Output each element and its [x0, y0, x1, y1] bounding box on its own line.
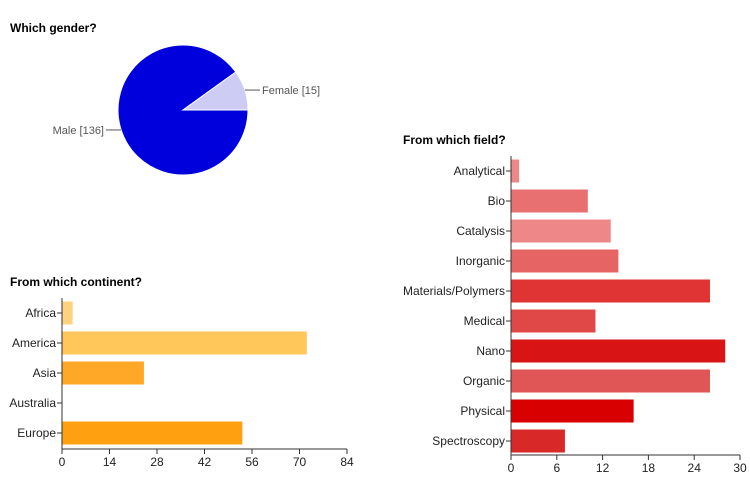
continent-bar-chart: From which continent? 0 14 28 42 56 70 84 Afric…: [9, 275, 354, 469]
field-category-label: Spectroscopy: [432, 434, 505, 448]
field-category-label: Materials/Polymers: [403, 284, 505, 298]
continent-bar-asia: [62, 361, 144, 385]
field-bar-bio: [511, 189, 588, 213]
continent-x-tick-label: 14: [103, 455, 117, 469]
field-x-tick-label: 6: [553, 461, 560, 475]
field-category-label: Analytical: [454, 164, 505, 178]
continent-category-label: Australia: [9, 396, 56, 410]
pie-slice-female: [181, 71, 249, 111]
field-category-label: Physical: [460, 404, 505, 418]
continent-x-tick-label: 84: [340, 455, 354, 469]
field-bar-medical: [511, 309, 596, 333]
field-category-label: Catalysis: [456, 224, 505, 238]
continent-x-tick-label: 42: [198, 455, 212, 469]
continent-category-label: America: [12, 336, 56, 350]
continent-chart-title: From which continent?: [10, 275, 142, 289]
field-bar-analytical: [511, 159, 520, 183]
gender-chart-title: Which gender?: [10, 21, 97, 35]
field-x-tick-label: 24: [688, 461, 702, 475]
continent-x-tick-label: 0: [59, 455, 66, 469]
continent-category-label: Asia: [33, 366, 57, 380]
continent-x-tick-label: 56: [245, 455, 259, 469]
continent-bar-europe: [62, 421, 243, 445]
field-category-label: Inorganic: [456, 254, 505, 268]
field-x-tick-label: 18: [642, 461, 656, 475]
field-bar-physical: [511, 399, 634, 423]
field-bar-inorganic: [511, 249, 619, 273]
continent-x-tick-label: 70: [293, 455, 307, 469]
continent-bar-africa: [62, 301, 73, 325]
continent-category-label: Africa: [25, 306, 56, 320]
field-x-tick-label: 30: [733, 461, 747, 475]
field-bar-organic: [511, 369, 710, 393]
field-x-tick-label: 0: [508, 461, 515, 475]
continent-x-tick-label: 28: [150, 455, 164, 469]
pie-label-female: Female [15]: [262, 85, 320, 97]
field-bar-catalysis: [511, 219, 611, 243]
continent-bar-america: [62, 331, 307, 355]
field-bar-materials-polymers: [511, 279, 710, 303]
field-bar-chart: From which field? 0 6 12 18 24 30 Analytical Bi…: [403, 133, 747, 475]
pie-label-male: Male [136]: [53, 125, 104, 137]
field-category-label: Bio: [488, 194, 506, 208]
pie-slice-male: [117, 44, 249, 176]
field-bar-spectroscopy: [511, 429, 565, 453]
field-category-label: Organic: [463, 374, 505, 388]
continent-category-label: Europe: [17, 426, 56, 440]
field-category-label: Nano: [476, 344, 505, 358]
field-bar-nano: [511, 339, 726, 363]
field-category-label: Medical: [464, 314, 505, 328]
field-x-tick-label: 12: [596, 461, 610, 475]
field-chart-title: From which field?: [403, 133, 506, 147]
gender-pie-chart: Which gender? Male [136] Female [15]: [10, 21, 320, 176]
